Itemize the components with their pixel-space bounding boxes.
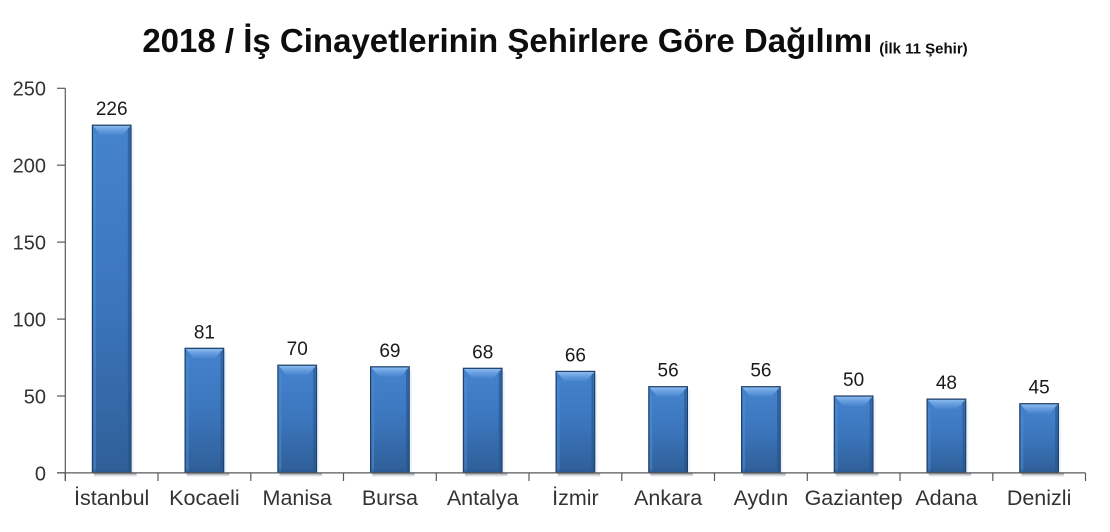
svg-text:69: 69 [379,341,400,362]
svg-text:100: 100 [13,310,46,332]
svg-text:45: 45 [1029,378,1050,399]
svg-text:Kocaeli: Kocaeli [169,486,240,510]
svg-text:48: 48 [936,373,957,394]
svg-text:Aydın: Aydın [734,486,789,510]
svg-text:İzmir: İzmir [552,486,599,510]
svg-text:50: 50 [24,386,46,408]
svg-text:Bursa: Bursa [362,486,418,510]
svg-text:0: 0 [35,463,46,485]
svg-text:56: 56 [658,361,679,382]
svg-text:68: 68 [472,342,493,363]
svg-text:Antalya: Antalya [447,486,519,510]
svg-text:50: 50 [843,370,864,391]
svg-text:56: 56 [750,361,771,382]
svg-text:Gaziantep: Gaziantep [805,486,903,510]
svg-text:Manisa: Manisa [263,486,332,510]
svg-text:Denizli: Denizli [1007,486,1072,510]
svg-text:150: 150 [13,233,46,255]
svg-text:81: 81 [194,322,215,343]
svg-text:250: 250 [13,79,46,101]
svg-text:2018 / İş Cinayetlerinin Şehir: 2018 / İş Cinayetlerinin Şehirlere Göre … [142,22,967,59]
svg-text:226: 226 [96,99,128,120]
svg-text:Adana: Adana [915,486,977,510]
svg-text:200: 200 [13,156,46,178]
svg-text:66: 66 [565,345,586,366]
svg-text:70: 70 [287,339,308,360]
svg-text:Ankara: Ankara [634,486,702,510]
svg-text:İstanbul: İstanbul [74,486,149,510]
